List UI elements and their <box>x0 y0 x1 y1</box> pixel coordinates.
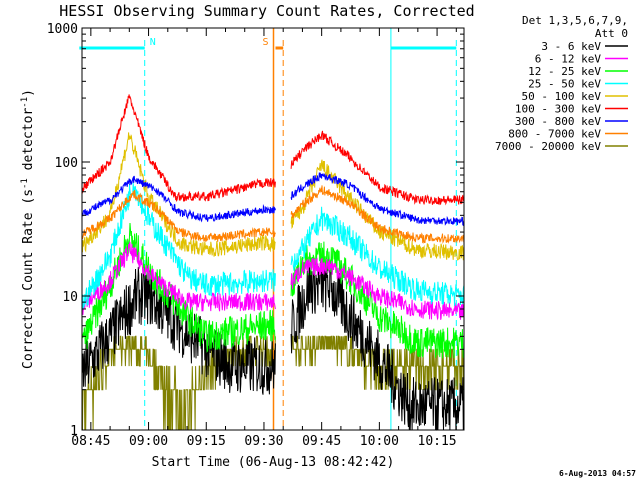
legend-label: 3 - 6 keV <box>541 40 601 53</box>
x-axis-label: Start Time (06-Aug-13 08:42:42) <box>152 455 395 470</box>
x-tick-label: 09:45 <box>302 434 341 449</box>
mode-label: S <box>262 37 268 48</box>
series-line <box>291 160 464 261</box>
legend-label: 300 - 800 keV <box>515 115 601 128</box>
y-axis-label: Corrected Count Rate (s-1 detector-1) <box>20 89 36 369</box>
x-tick-label: 09:00 <box>129 434 168 449</box>
x-tick-label: 09:15 <box>187 434 226 449</box>
legend-header-1: Det 1,3,5,6,7,9, <box>522 14 628 27</box>
render-timestamp: 6-Aug-2013 04:57 <box>559 469 636 478</box>
x-tick-label: 10:15 <box>418 434 457 449</box>
x-tick-label: 10:00 <box>360 434 399 449</box>
count-rate-chart: HESSI Observing Summary Count Rates, Cor… <box>0 0 640 480</box>
mode-label: N <box>150 37 156 48</box>
legend-label: 6 - 12 keV <box>535 53 602 66</box>
legend-label: 50 - 100 keV <box>522 90 602 103</box>
legend-label: 800 - 7000 keV <box>508 128 601 141</box>
series-line <box>82 190 275 242</box>
legend-label: 7000 - 20000 keV <box>495 140 601 153</box>
chart-title: HESSI Observing Summary Count Rates, Cor… <box>59 2 474 20</box>
y-tick-label: 1 <box>70 424 78 439</box>
legend-label: 25 - 50 keV <box>528 78 601 91</box>
legend-label: 100 - 300 keV <box>515 103 601 116</box>
y-tick-label: 100 <box>55 156 78 171</box>
legend-header-2: Att 0 <box>595 27 628 40</box>
x-tick-label: 09:30 <box>244 434 283 449</box>
y-tick-label: 10 <box>62 290 78 305</box>
y-tick-label: 1000 <box>47 22 78 37</box>
series-line <box>82 94 275 201</box>
legend-label: 12 - 25 keV <box>528 65 601 78</box>
